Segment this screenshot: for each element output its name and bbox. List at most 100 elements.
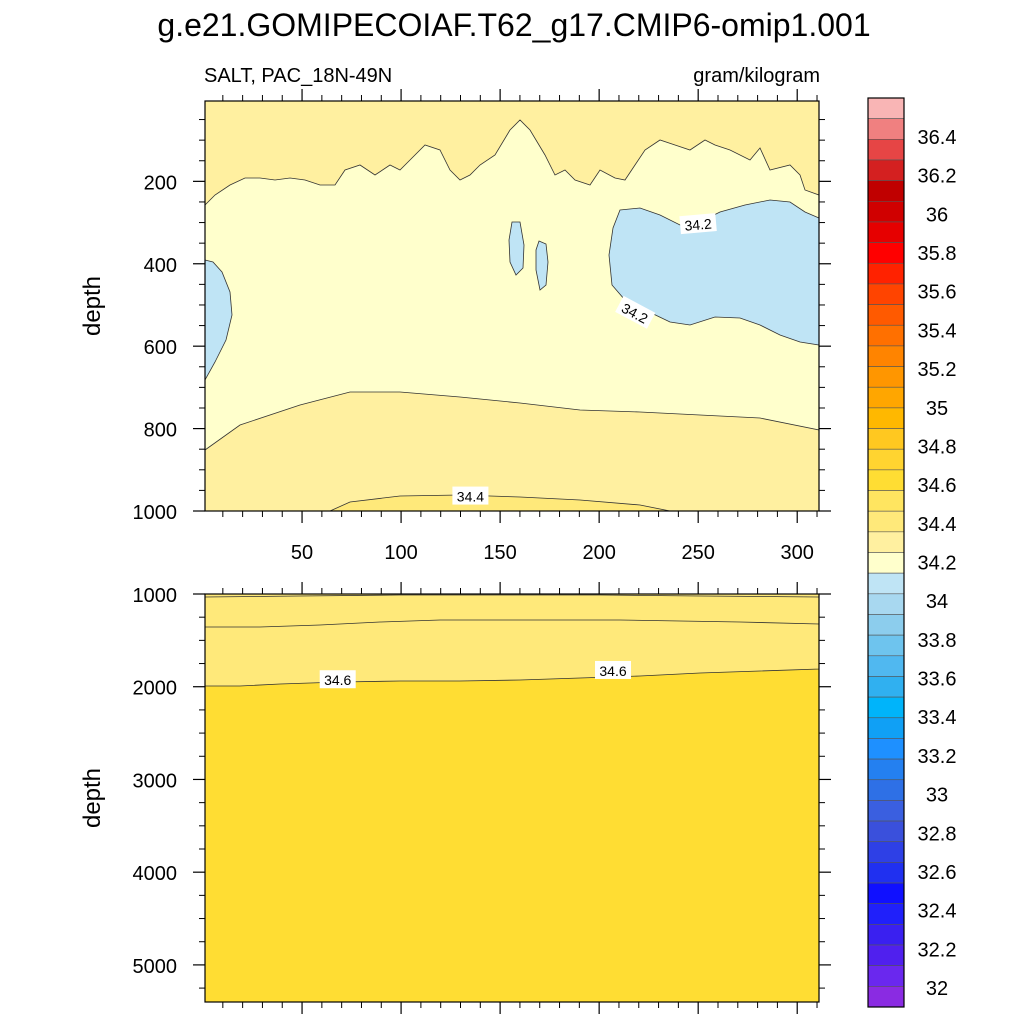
lower-contour-labels: 34.6 34.6 (319, 660, 632, 689)
upper-region-low-pool-mid-b (535, 240, 549, 291)
colorbar-box (867, 200, 905, 223)
x-tick-label: 150 (483, 542, 516, 564)
colorbar-label: 32.8 (918, 823, 957, 845)
colorbar-label: 35 (926, 398, 948, 420)
x-tick-label: 300 (781, 542, 814, 564)
colorbar-box (867, 407, 905, 429)
colorbar-label: 33 (926, 785, 948, 807)
colorbar-box (867, 593, 905, 615)
upper-region-low-pool-west (204, 259, 233, 382)
colorbar-label: 35.6 (918, 282, 957, 304)
colorbar-box (867, 944, 905, 966)
colorbar-box (867, 428, 905, 450)
colorbar-labels: 36.4 36.2 36 35.8 35.6 35.4 35.2 35 34.8 34.6 34.4… (918, 127, 957, 1000)
colorbar-label: 34.4 (918, 514, 957, 536)
colorbar-box (867, 180, 905, 202)
colorbar-label: 33.4 (918, 707, 957, 729)
colorbar-box (867, 345, 905, 367)
chart-subtitle-left: SALT, PAC_18N-49N (204, 65, 392, 87)
lower-y-tick-label: 1000 (133, 585, 178, 607)
colorbar-box (867, 159, 905, 181)
colorbar-label: 36.2 (918, 166, 957, 188)
colorbar-label: 32.4 (918, 901, 957, 923)
upper-region-low-pool-mid-a (508, 221, 525, 276)
x-tick-label: 200 (582, 542, 615, 564)
lower-region-upper-layer (204, 593, 820, 687)
lower-contour-top (204, 594, 820, 598)
lower-contour-label-bg (595, 660, 632, 679)
colorbar-box (867, 572, 905, 595)
colorbar-boxes (867, 97, 905, 1008)
colorbar: 36.4 36.2 36 35.8 35.6 35.4 35.2 35 34.8 34.6 34.4… (867, 97, 957, 1008)
colorbar-frame (867, 97, 905, 1008)
lower-contour-label-text: 34.6 (599, 663, 626, 679)
lower-panel: 34.6 34.6 1000 2000 3000 4000 5000 depth (79, 582, 831, 1014)
colorbar-label: 34.2 (918, 553, 957, 575)
colorbar-label: 36 (926, 204, 948, 226)
colorbar-label: 34 (926, 591, 948, 613)
colorbar-box (867, 862, 905, 884)
colorbar-box (867, 262, 905, 285)
upper-y-tick-label: 400 (144, 255, 177, 277)
colorbar-box (867, 924, 905, 946)
colorbar-box (867, 324, 905, 347)
colorbar-box (867, 738, 905, 760)
colorbar-label: 35.8 (918, 243, 957, 265)
upper-contour-label-text: 34.2 (684, 215, 713, 233)
upper-y-axis-title: depth (79, 276, 106, 336)
lower-y-tick-label: 2000 (133, 678, 178, 700)
lower-plot-frame (204, 593, 820, 1003)
colorbar-box (867, 841, 905, 863)
upper-contour-label-bg (615, 295, 656, 329)
colorbar-box (867, 717, 905, 739)
colorbar-box (867, 531, 905, 553)
colorbar-box (867, 903, 905, 925)
colorbar-box (867, 820, 905, 843)
upper-contour-label-text: 34.4 (457, 489, 484, 505)
colorbar-box (867, 448, 905, 471)
colorbar-label: 33.8 (918, 630, 957, 652)
upper-y-tick-label: 800 (144, 420, 177, 442)
lower-contour-label-bg (319, 670, 356, 689)
colorbar-box (867, 552, 905, 574)
colorbar-label: 32.2 (918, 939, 957, 961)
colorbar-label: 33.6 (918, 669, 957, 691)
upper-region-surface-layer (204, 100, 820, 206)
lower-y-tick-label: 5000 (133, 956, 178, 978)
upper-contour-label-bg (679, 213, 717, 235)
colorbar-label: 35.4 (918, 320, 957, 342)
lower-contour-mid (205, 619, 820, 628)
colorbar-box (867, 304, 905, 326)
lower-axes: 1000 2000 3000 4000 5000 (133, 582, 831, 1014)
colorbar-box (867, 800, 905, 822)
colorbar-box (867, 221, 905, 243)
colorbar-label: 32.6 (918, 862, 957, 884)
colorbar-box (867, 510, 905, 533)
upper-contour-label: 34.4 (452, 486, 489, 505)
colorbar-box (867, 366, 905, 388)
colorbar-box (867, 676, 905, 698)
colorbar-label: 32 (926, 978, 948, 1000)
colorbar-label: 36.4 (918, 127, 957, 149)
colorbar-label: 35.2 (918, 359, 957, 381)
x-tick-label: 50 (291, 542, 313, 564)
x-tick-label: 250 (681, 542, 714, 564)
colorbar-box (867, 139, 905, 161)
colorbar-box (867, 386, 905, 409)
colorbar-box (867, 242, 905, 264)
colorbar-box (867, 490, 905, 512)
chart-title: g.e21.GOMIPECOIAF.T62_g17.CMIP6-omip1.00… (157, 7, 870, 43)
colorbar-label: 33.2 (918, 746, 957, 768)
colorbar-box (867, 283, 905, 305)
colorbar-box (867, 655, 905, 677)
lower-y-axis-title: depth (79, 768, 106, 828)
colorbar-box (867, 882, 905, 905)
upper-y-tick-label: 200 (144, 172, 177, 194)
colorbar-box (867, 696, 905, 719)
upper-plot-frame (204, 100, 820, 512)
colorbar-box (867, 614, 905, 636)
lower-contour-label: 34.6 (319, 670, 356, 689)
lower-contour-label: 34.6 (595, 660, 632, 679)
colorbar-box (867, 97, 905, 119)
